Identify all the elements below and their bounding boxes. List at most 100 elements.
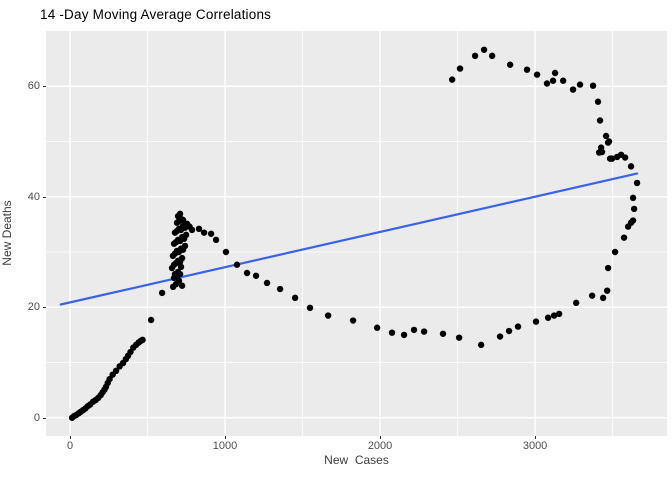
data-point	[200, 229, 208, 236]
data-point	[595, 149, 603, 156]
data-point	[176, 270, 184, 278]
x-tick-mark	[380, 436, 382, 439]
data-point	[604, 264, 612, 272]
data-point	[627, 163, 635, 170]
data-point	[620, 234, 628, 241]
data-point	[549, 77, 557, 84]
data-point	[588, 292, 596, 299]
data-point	[410, 326, 418, 334]
data-point	[439, 330, 447, 337]
data-point	[233, 261, 241, 268]
data-point	[629, 194, 637, 202]
data-point	[611, 248, 619, 256]
data-point	[597, 144, 605, 151]
data-point	[506, 61, 514, 68]
y-tick-mark	[43, 417, 46, 419]
data-point	[532, 318, 540, 325]
y-tick-label: 60	[27, 80, 40, 93]
trend-line	[59, 172, 639, 306]
data-point	[523, 66, 531, 73]
data-point	[455, 334, 463, 341]
data-point	[480, 46, 488, 53]
data-point	[596, 117, 604, 124]
data-point	[589, 82, 597, 89]
y-axis-title: New Deaths	[0, 200, 14, 266]
data-point	[252, 272, 260, 279]
data-point	[139, 336, 146, 344]
data-point	[175, 277, 183, 284]
data-point	[559, 77, 567, 84]
data-point	[544, 314, 552, 321]
data-point	[400, 331, 408, 339]
data-point	[599, 294, 607, 302]
y-tick-mark	[43, 86, 46, 88]
x-tick-label: 1000	[212, 440, 238, 452]
data-point	[533, 71, 541, 78]
data-point	[602, 132, 610, 140]
data-point	[176, 210, 184, 218]
data-point	[158, 289, 166, 297]
data-point	[182, 231, 190, 239]
y-tick-mark	[43, 307, 46, 309]
data-point	[373, 324, 381, 331]
data-point	[306, 304, 314, 312]
data-point	[576, 81, 584, 88]
y-tick-label: 40	[27, 190, 40, 203]
data-point	[349, 317, 357, 324]
y-tick-mark	[43, 196, 46, 198]
data-point	[550, 312, 558, 319]
x-tick-mark	[70, 436, 72, 439]
data-point	[178, 282, 186, 289]
x-tick-label: 3000	[522, 440, 548, 452]
data-point	[188, 226, 196, 234]
data-point	[594, 98, 602, 105]
data-point	[555, 310, 563, 318]
data-point	[606, 155, 614, 162]
data-point	[147, 316, 155, 324]
x-axis-title: New Cases	[324, 453, 389, 467]
data-point	[604, 139, 612, 146]
data-point	[488, 52, 496, 60]
data-point	[263, 279, 271, 287]
data-point	[243, 269, 251, 277]
data-point	[572, 299, 580, 307]
data-point	[613, 153, 621, 161]
data-point	[551, 69, 559, 77]
data-point	[207, 230, 215, 237]
data-point	[629, 217, 637, 224]
chart-title: 14 -Day Moving Average Correlations	[40, 7, 272, 22]
data-point	[112, 367, 120, 375]
data-point	[505, 327, 513, 335]
y-tick-label: 0	[33, 411, 40, 424]
data-point	[471, 52, 479, 60]
data-point	[420, 328, 428, 335]
data-point	[178, 254, 186, 262]
data-point	[388, 329, 396, 336]
data-point	[324, 312, 332, 319]
data-point	[603, 287, 611, 294]
x-tick-label: 0	[66, 440, 74, 452]
data-point	[456, 65, 464, 72]
data-point	[569, 86, 577, 93]
data-point	[514, 323, 522, 330]
data-point	[477, 341, 485, 349]
data-point	[291, 294, 299, 302]
data-point	[630, 205, 638, 213]
data-point	[496, 333, 504, 340]
y-tick-label: 20	[27, 301, 40, 314]
data-point	[181, 242, 189, 250]
data-point	[195, 225, 203, 233]
data-point	[222, 248, 230, 256]
data-point	[633, 179, 641, 187]
data-point	[179, 216, 187, 224]
x-tick-mark	[535, 436, 537, 439]
scatter-plot	[46, 31, 667, 436]
data-point	[543, 80, 551, 87]
x-tick-label: 2000	[367, 440, 393, 452]
plot-panel	[46, 31, 667, 436]
data-point	[276, 285, 284, 293]
data-point	[177, 263, 185, 271]
data-point	[212, 236, 220, 244]
x-tick-mark	[225, 436, 227, 439]
